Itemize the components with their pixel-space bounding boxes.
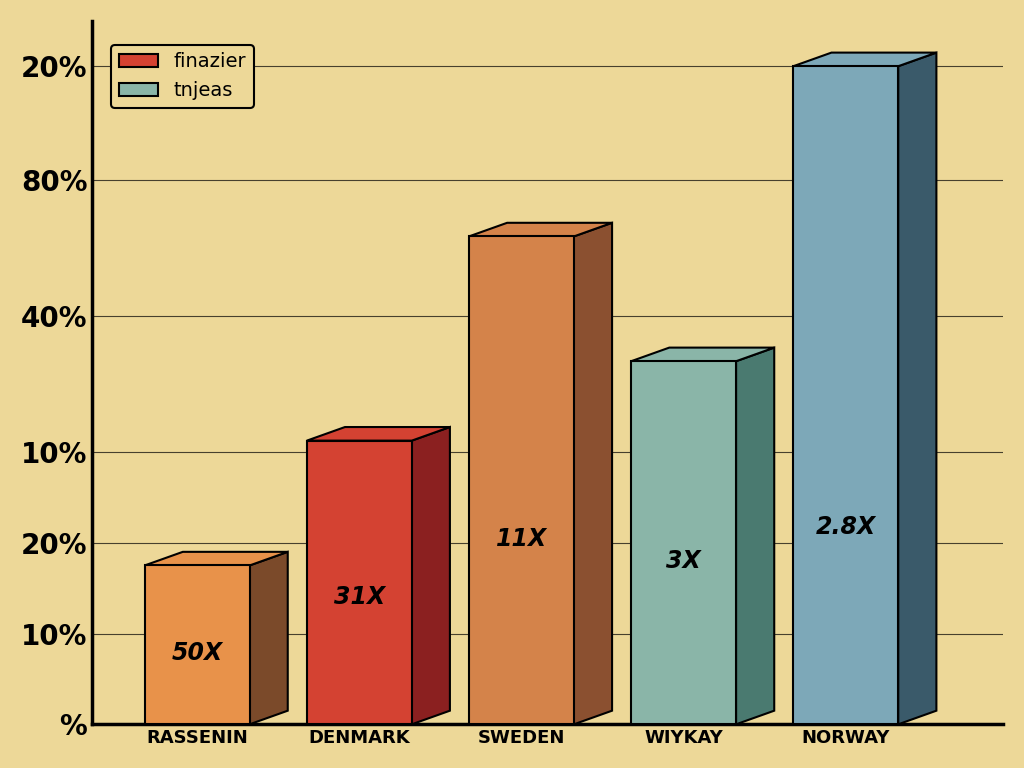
Polygon shape: [412, 427, 450, 724]
Polygon shape: [250, 552, 288, 724]
Polygon shape: [794, 52, 936, 66]
Polygon shape: [898, 52, 936, 724]
Text: 2.8X: 2.8X: [816, 515, 876, 539]
Text: 31X: 31X: [334, 584, 385, 609]
Text: 50X: 50X: [171, 641, 223, 665]
Polygon shape: [307, 427, 450, 441]
Polygon shape: [307, 441, 412, 724]
Polygon shape: [469, 237, 573, 724]
Polygon shape: [469, 223, 612, 237]
Polygon shape: [144, 565, 250, 724]
Polygon shape: [794, 66, 898, 724]
Polygon shape: [631, 348, 774, 361]
Text: 3X: 3X: [667, 549, 701, 573]
Polygon shape: [573, 223, 612, 724]
Legend: finazier, tnjeas: finazier, tnjeas: [111, 45, 254, 108]
Text: 11X: 11X: [496, 527, 547, 551]
Polygon shape: [631, 361, 736, 724]
Polygon shape: [144, 552, 288, 565]
Polygon shape: [736, 348, 774, 724]
